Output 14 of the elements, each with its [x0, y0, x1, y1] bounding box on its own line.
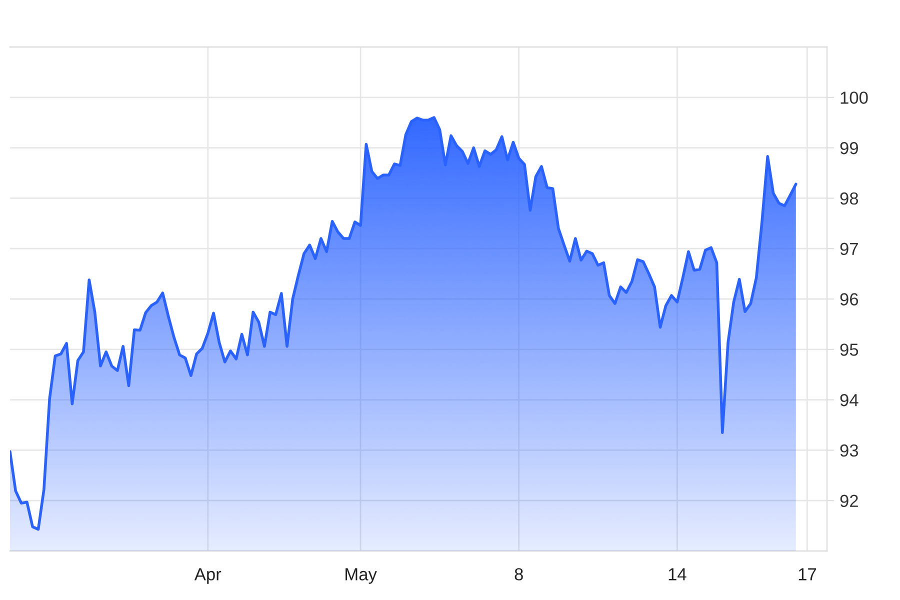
y-tick-label: 95	[840, 344, 858, 356]
x-tick-label: May	[346, 568, 377, 584]
y-tick-label: 98	[840, 192, 858, 205]
y-tick-label: 92	[840, 494, 858, 508]
x-tick-label: 8	[514, 568, 523, 580]
y-tick-label: 94	[840, 394, 858, 406]
x-tick-label: Apr	[194, 568, 222, 584]
y-tick-label: 100	[840, 92, 868, 104]
y-tick-label: 93	[840, 444, 858, 457]
x-tick-label: 17	[798, 568, 816, 580]
y-tick-label: 96	[840, 293, 858, 306]
y-tick-label: 99	[840, 142, 858, 154]
x-tick-label: 14	[668, 568, 686, 580]
y-tick-label: 97	[840, 242, 858, 256]
